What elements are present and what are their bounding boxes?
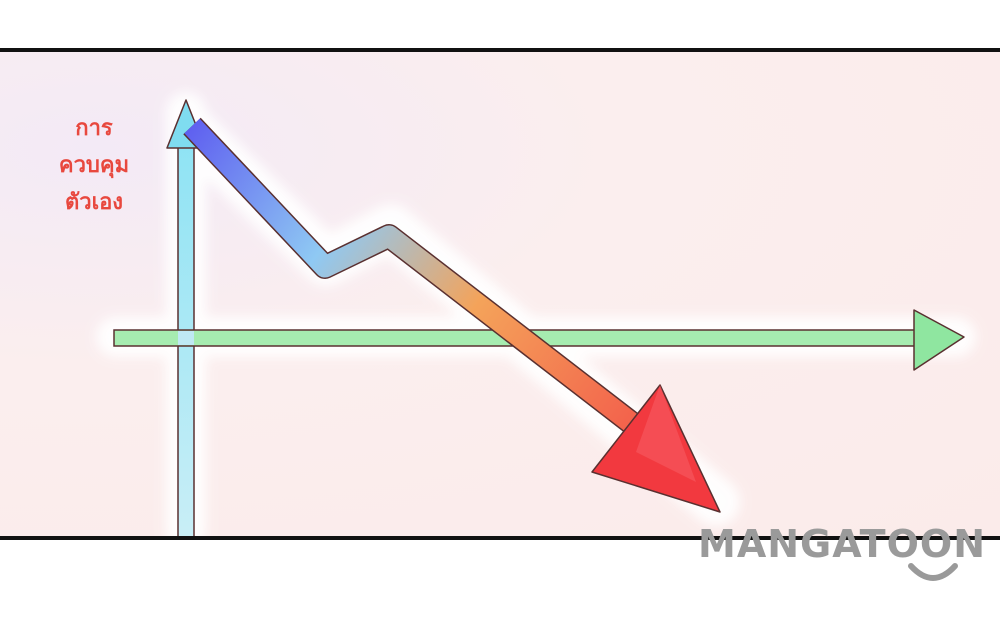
axis-label-line-2: ควบคุม [58, 153, 130, 178]
mangatoon-watermark: MANGATOON [698, 522, 987, 566]
comic-panel: การ ควบคุม ตัวเอง [0, 48, 1000, 540]
trend-illustration [96, 92, 976, 536]
downward-trend-arrow-icon [183, 117, 721, 513]
watermark-smile-icon [908, 563, 958, 581]
axis-label-self-control: การ ควบคุม ตัวเอง [48, 110, 140, 221]
axis-label-line-3: ตัวเอง [64, 190, 124, 215]
axis-label-line-1: การ [75, 116, 113, 141]
